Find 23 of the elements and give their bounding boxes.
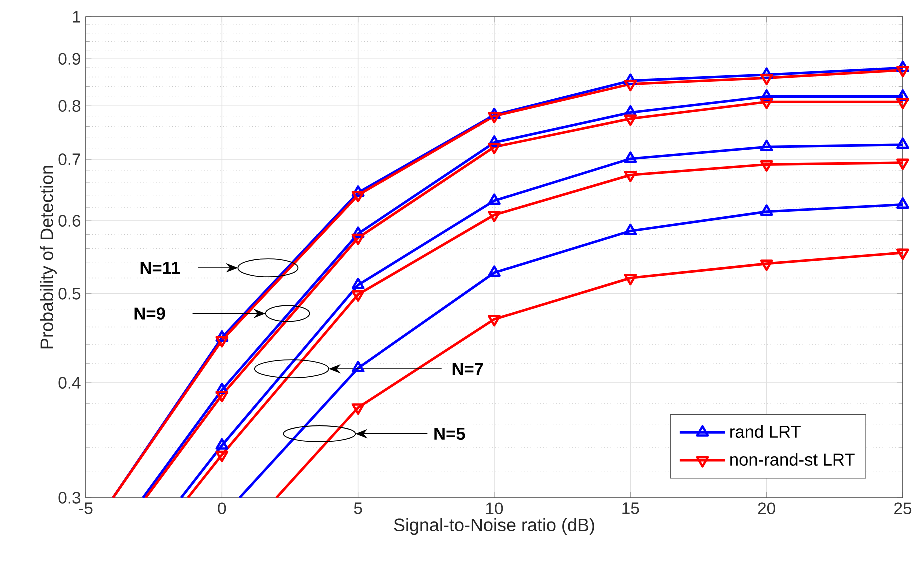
- x-tick-label: 0: [218, 502, 226, 515]
- x-tick-label: 20: [758, 502, 776, 515]
- x-axis-title: Signal-to-Noise ratio (dB): [394, 518, 594, 536]
- y-tick-label: 0.4: [58, 377, 81, 389]
- x-tick-label: -5: [79, 502, 93, 514]
- x-tick-label: 10: [486, 502, 504, 515]
- x-tick-label: 25: [894, 502, 912, 515]
- y-tick-label: 0.7: [58, 154, 80, 166]
- y-tick-label: 0.5: [58, 288, 81, 300]
- y-axis-title: Probability of Detection: [40, 166, 57, 349]
- annotation: N=5: [434, 428, 466, 440]
- annotation: N=9: [134, 308, 166, 320]
- annotation: N=11: [140, 262, 180, 274]
- y-tick-label: 1: [73, 11, 80, 23]
- legend-label: rand LRT: [730, 425, 801, 438]
- x-tick-label: 5: [354, 502, 362, 514]
- y-tick-label: 0.9: [58, 53, 81, 66]
- x-tick-label: 15: [622, 502, 640, 514]
- annotation: N=7: [452, 363, 484, 376]
- y-tick-label: 0.3: [58, 492, 81, 504]
- y-tick-label: 0.8: [58, 100, 81, 112]
- y-tick-label: 0.6: [58, 215, 81, 227]
- legend-label: non-rand-st LRT: [730, 453, 855, 466]
